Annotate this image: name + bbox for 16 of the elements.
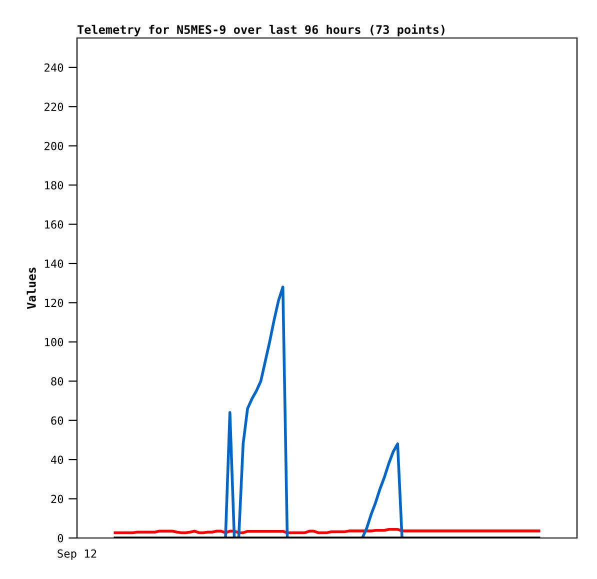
y-tick-label: 120 — [45, 298, 64, 308]
y-tick-label: 160 — [45, 220, 64, 229]
chart-title: Telemetry for N5MES-9 over last 96 hours (73 points) — [78, 24, 444, 36]
y-tick-label: 180 — [45, 181, 64, 190]
y-tick-label: 220 — [44, 102, 64, 112]
y-tick-label: 40 — [50, 456, 64, 464]
y-tick-label: 140 — [45, 259, 64, 268]
y-tick-label: 240 — [44, 63, 64, 72]
y-axis-title: Values — [26, 268, 36, 309]
y-tick-label: 60 — [51, 416, 64, 425]
y-tick-label: 100 — [45, 338, 64, 346]
y-tick-label: 20 — [51, 494, 64, 504]
y-tick-label: 0 — [58, 534, 64, 542]
y-tick-label: 200 — [44, 142, 64, 150]
text: Sep 12 — [58, 549, 96, 560]
y-tick-label: 80 — [51, 377, 64, 386]
